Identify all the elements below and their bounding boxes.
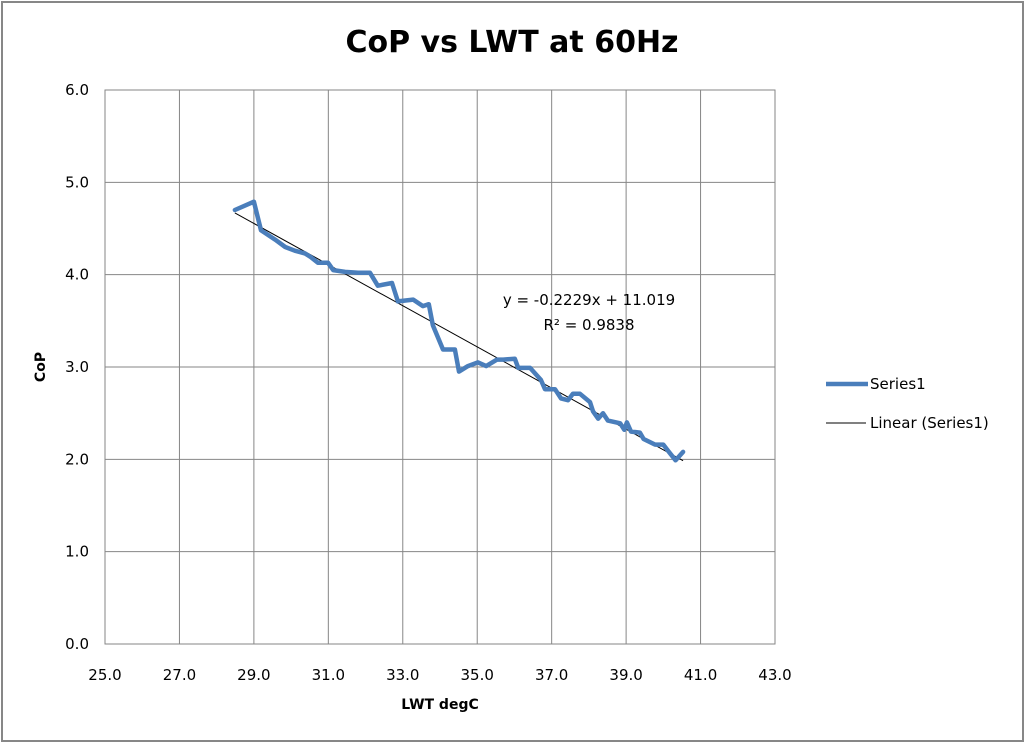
series1-point: [619, 422, 621, 424]
x-tick-label: 25.0: [88, 666, 121, 684]
x-tick-label: 37.0: [535, 666, 568, 684]
legend-label-linear-series1: Linear (Series1): [870, 414, 989, 432]
series1-point: [607, 420, 609, 422]
series1-point: [643, 438, 645, 440]
series1-point: [514, 358, 516, 360]
series1-point: [260, 229, 262, 231]
series1-point: [428, 303, 430, 305]
series1-point: [529, 367, 531, 369]
x-tick-label: 31.0: [312, 666, 345, 684]
y-axis-ticks: 0.0 1.0 2.0 3.0 4.0 5.0 6.0: [65, 81, 89, 653]
series1-point: [623, 429, 625, 431]
gridlines: [104, 89, 776, 645]
y-tick-label: 3.0: [65, 358, 89, 376]
series1-point: [567, 399, 569, 401]
y-tick-label: 0.0: [65, 635, 89, 653]
series1-point: [654, 444, 656, 446]
x-tick-label: 27.0: [163, 666, 196, 684]
series1-point: [253, 201, 255, 203]
series1-point: [344, 271, 346, 273]
legend-label-series1: Series1: [870, 375, 926, 393]
legend: Series1 Linear (Series1): [826, 375, 989, 432]
series1-point: [675, 459, 677, 461]
chart-title: CoP vs LWT at 60Hz: [345, 25, 678, 60]
x-tick-label: 33.0: [386, 666, 419, 684]
series1-point: [274, 239, 276, 241]
y-tick-label: 4.0: [65, 266, 89, 284]
trendline-r-squared: R² = 0.9838: [543, 316, 634, 334]
series1-point: [626, 421, 628, 423]
series1-point: [357, 272, 359, 274]
y-tick-label: 2.0: [65, 450, 89, 468]
series1-point: [682, 451, 684, 453]
series1-point: [560, 397, 562, 399]
x-tick-label: 41.0: [684, 666, 717, 684]
series1-point: [432, 324, 434, 326]
x-tick-label: 43.0: [758, 666, 791, 684]
series1-point: [294, 250, 296, 252]
series1-point: [597, 418, 599, 420]
x-axis-ticks: 25.0 27.0 29.0 31.0 33.0 35.0 37.0 39.0 41.0 43.0: [88, 666, 791, 684]
series1-point: [579, 393, 581, 395]
plot-area-border: [104, 89, 776, 645]
y-axis-label: CoP: [33, 352, 49, 382]
trendline-equation: y = -0.2229x + 11.019: [503, 291, 675, 309]
series1-point: [502, 359, 504, 361]
series1-point: [572, 393, 574, 395]
series1-point: [332, 269, 334, 271]
series1-point: [592, 410, 594, 412]
y-tick-label: 5.0: [65, 173, 89, 191]
series1-point: [517, 367, 519, 369]
series1-point: [467, 365, 469, 367]
series1-point: [485, 365, 487, 367]
series1-point: [442, 348, 444, 350]
series1-point: [310, 256, 312, 258]
x-tick-label: 35.0: [461, 666, 494, 684]
series1-point: [554, 388, 556, 390]
series1-point: [662, 444, 664, 446]
series1-point: [630, 431, 632, 433]
series1-point: [369, 272, 371, 274]
x-tick-label: 29.0: [237, 666, 270, 684]
series1-point: [234, 209, 236, 211]
series1-point: [412, 299, 414, 301]
series1-point: [458, 371, 460, 373]
series1-point: [544, 388, 546, 390]
series1-point: [377, 285, 379, 287]
series1-point: [284, 246, 286, 248]
series1-point: [304, 252, 306, 254]
series1-point: [496, 359, 498, 361]
series1-point: [667, 450, 669, 452]
series1-point: [317, 262, 319, 264]
series1-point: [540, 379, 542, 381]
series1-point: [327, 262, 329, 264]
y-tick-label: 1.0: [65, 543, 89, 561]
series1-point: [397, 300, 399, 302]
x-axis-label: LWT degC: [401, 697, 479, 713]
x-tick-label: 39.0: [609, 666, 642, 684]
series1-point: [589, 401, 591, 403]
series1-point: [422, 305, 424, 307]
series1-points: [234, 201, 684, 461]
series1-point: [391, 282, 393, 284]
series1-point: [454, 348, 456, 350]
series1-point: [602, 412, 604, 414]
series1-point: [477, 361, 479, 363]
series1-point: [639, 432, 641, 434]
y-tick-label: 6.0: [65, 81, 89, 99]
